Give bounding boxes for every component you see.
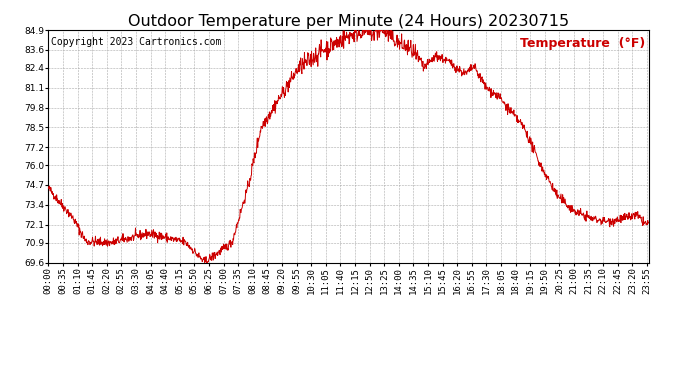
Text: Temperature  (°F): Temperature (°F) bbox=[520, 37, 646, 50]
Title: Outdoor Temperature per Minute (24 Hours) 20230715: Outdoor Temperature per Minute (24 Hours… bbox=[128, 14, 569, 29]
Text: Copyright 2023 Cartronics.com: Copyright 2023 Cartronics.com bbox=[51, 37, 221, 47]
